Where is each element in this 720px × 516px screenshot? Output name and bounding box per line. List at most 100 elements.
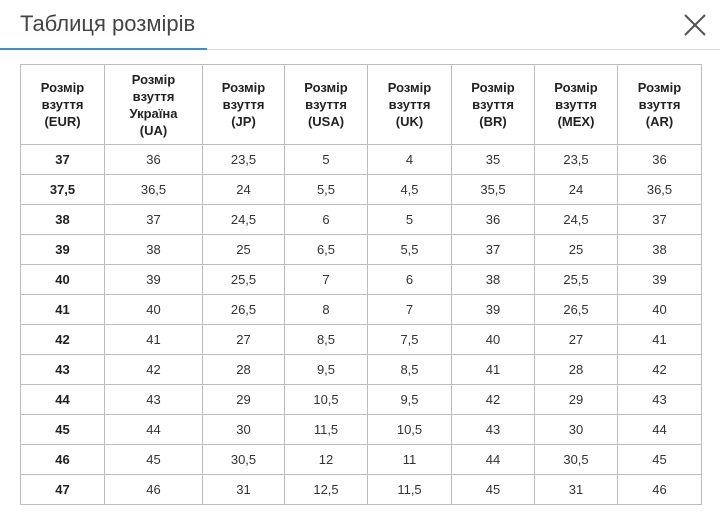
table-cell: 5,5 xyxy=(284,174,368,205)
table-cell: 42 xyxy=(451,384,535,415)
table-cell: 40 xyxy=(617,294,702,325)
table-cell: 24,5 xyxy=(534,204,618,235)
table-row: 41 40 26,5 8 7 39 26,5 40 xyxy=(20,294,702,325)
header-text: взуття xyxy=(638,97,681,112)
table-cell: 7 xyxy=(284,264,368,295)
header-text: Розмір xyxy=(637,80,682,95)
table-cell: 8,5 xyxy=(284,324,368,355)
table-cell: 30 xyxy=(534,414,618,445)
table-cell: 7 xyxy=(367,294,452,325)
table-cell: 44 xyxy=(451,444,535,475)
table-cell: 46 xyxy=(104,474,203,505)
table-cell: 42 xyxy=(20,324,105,355)
header-text: Розмір xyxy=(131,71,176,87)
table-cell: 45 xyxy=(20,414,105,445)
table-cell: 39 xyxy=(104,264,203,295)
table-cell: 12 xyxy=(284,444,368,475)
table-cell: 9,5 xyxy=(367,384,452,415)
table-cell: 7,5 xyxy=(367,324,452,355)
header-text: (JP) xyxy=(231,114,256,129)
header-cell: Розмір взуття (BR) xyxy=(451,64,535,145)
table-cell: 37,5 xyxy=(20,174,105,205)
table-cell: 42 xyxy=(104,354,203,385)
table-cell: 10,5 xyxy=(284,384,368,415)
table-cell: 37 xyxy=(20,144,105,175)
table-body: 37 36 23,5 5 4 35 23,5 36 37,5 36,5 24 5,5 4,5 35,5 24… xyxy=(20,144,702,505)
table-cell: 38 xyxy=(451,264,535,295)
table-cell: 8 xyxy=(284,294,368,325)
table-cell: 40 xyxy=(20,264,105,295)
table-cell: 23,5 xyxy=(202,144,285,175)
table-cell: 44 xyxy=(617,414,702,445)
header-text: Розмір xyxy=(40,80,85,95)
header-text: взуття xyxy=(555,97,597,112)
table-row: 37 36 23,5 5 4 35 23,5 36 xyxy=(20,144,702,175)
table-cell: 24 xyxy=(202,174,285,205)
table-cell: 25,5 xyxy=(534,264,618,295)
close-icon xyxy=(684,14,706,36)
header-text: (UA) xyxy=(139,122,168,138)
table-cell: 43 xyxy=(617,384,702,415)
table-cell: 28 xyxy=(202,354,285,385)
header-cell: Розмір взуття Україна (UA) xyxy=(104,64,203,145)
table-cell: 29 xyxy=(202,384,285,415)
header-cell: Розмір взуття (UK) xyxy=(367,64,452,145)
table-cell: 36,5 xyxy=(104,174,203,205)
table-cell: 6,5 xyxy=(284,234,368,265)
table-row: 45 44 30 11,5 10,5 43 30 44 xyxy=(20,414,702,445)
table-cell: 41 xyxy=(451,354,535,385)
header-text: взуття xyxy=(222,97,265,112)
table-cell: 37 xyxy=(104,204,203,235)
table-cell: 46 xyxy=(20,444,105,475)
table-cell: 38 xyxy=(617,234,702,265)
header-text: (UK) xyxy=(395,114,424,129)
table-cell: 35 xyxy=(451,144,535,175)
table-cell: 30 xyxy=(202,414,285,445)
table-cell: 9,5 xyxy=(284,354,368,385)
table-cell: 25 xyxy=(534,234,618,265)
table-cell: 10,5 xyxy=(367,414,452,445)
table-cell: 24 xyxy=(534,174,618,205)
table-cell: 26,5 xyxy=(202,294,285,325)
table-cell: 25 xyxy=(202,234,285,265)
table-cell: 23,5 xyxy=(534,144,618,175)
table-cell: 46 xyxy=(617,474,702,505)
table-cell: 37 xyxy=(617,204,702,235)
table-cell: 45 xyxy=(617,444,702,475)
table-row: 40 39 25,5 7 6 38 25,5 39 xyxy=(20,264,702,295)
header-text: Розмір xyxy=(554,80,598,95)
table-cell: 25,5 xyxy=(202,264,285,295)
table-cell: 6 xyxy=(284,204,368,235)
table-cell: 44 xyxy=(20,384,105,415)
table-cell: 36 xyxy=(104,144,203,175)
table-cell: 31 xyxy=(202,474,285,505)
table-cell: 41 xyxy=(20,294,105,325)
close-button[interactable] xyxy=(682,12,708,38)
table-cell: 45 xyxy=(451,474,535,505)
table-cell: 43 xyxy=(20,354,105,385)
table-cell: 42 xyxy=(617,354,702,385)
table-row: 39 38 25 6,5 5,5 37 25 38 xyxy=(20,234,702,265)
table-cell: 39 xyxy=(20,234,105,265)
header-cell: Розмір взуття (USA) xyxy=(284,64,368,145)
table-cell: 45 xyxy=(104,444,203,475)
title-underline xyxy=(0,48,207,50)
header-text: Україна xyxy=(129,105,178,121)
header-text: (MEX) xyxy=(557,114,595,129)
table-cell: 11,5 xyxy=(367,474,452,505)
dialog-title: Таблиця розмірів xyxy=(20,11,196,36)
size-table: Розмір взуття (EUR) Розмір взуття Україна (UA)… xyxy=(20,64,702,505)
table-cell: 4,5 xyxy=(367,174,452,205)
header-text: взуття xyxy=(305,97,347,112)
header-text: Розмір xyxy=(471,80,515,95)
table-cell: 11,5 xyxy=(284,414,368,445)
table-row: 37,5 36,5 24 5,5 4,5 35,5 24 36,5 xyxy=(20,174,702,205)
table-cell: 27 xyxy=(202,324,285,355)
table-cell: 5 xyxy=(367,204,452,235)
header-text: Розмір xyxy=(221,80,266,95)
table-cell: 36 xyxy=(617,144,702,175)
header-cell: Розмір взуття (MEX) xyxy=(534,64,618,145)
header-row: Розмір взуття (EUR) Розмір взуття Україна (UA)… xyxy=(20,64,702,145)
table-cell: 6 xyxy=(367,264,452,295)
table-row: 43 42 28 9,5 8,5 41 28 42 xyxy=(20,354,702,385)
